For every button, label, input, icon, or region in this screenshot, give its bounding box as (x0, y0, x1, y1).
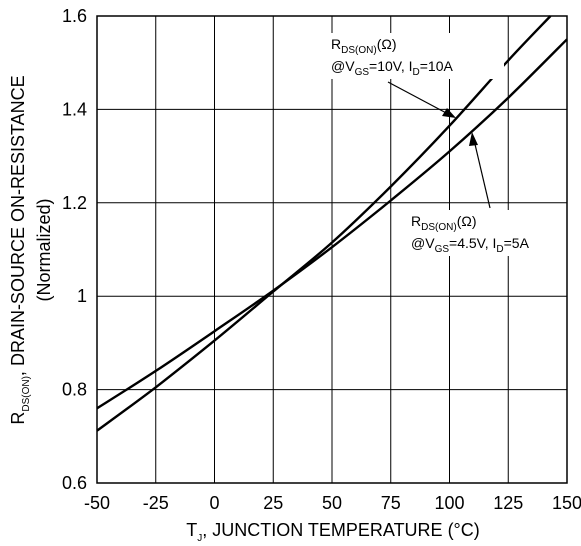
x-tick-label: 0 (209, 493, 219, 513)
annotation-series-1: RDS(ON)(Ω) @VGS=10V, ID=10A (326, 33, 504, 118)
x-axis-title: TJ, JUNCTION TEMPERATURE (°C) (186, 520, 480, 544)
x-tick-labels: -50 -25 0 25 50 75 100 125 150 (84, 493, 581, 513)
x-tick-label: 75 (381, 493, 401, 513)
x-tick-label: -50 (84, 493, 110, 513)
y-tick-label: 1.2 (62, 193, 87, 213)
series-line-2 (96, 38, 568, 410)
x-tick-label: 25 (263, 493, 283, 513)
annotation-series-2: RDS(ON)(Ω) @VGS=4.5V, ID=5A (406, 132, 562, 256)
x-tick-label: 150 (552, 493, 581, 513)
y-tick-label: 1 (77, 286, 87, 306)
series-line-1 (96, 15, 552, 432)
plot-frame (96, 15, 568, 484)
x-tick-label: -25 (143, 493, 169, 513)
x-tick-label: 125 (493, 493, 523, 513)
svg-text:RDS(ON)(Ω): RDS(ON)(Ω) (331, 36, 396, 56)
svg-text:@VGS=10V, ID=10A: @VGS=10V, ID=10A (331, 58, 453, 78)
x-tick-label: 50 (322, 493, 342, 513)
y-axis-subtitle: (Normalized) (34, 198, 54, 301)
y-tick-labels: 0.6 0.8 1 1.2 1.4 1.6 (62, 6, 87, 493)
x-tick-label: 100 (434, 493, 464, 513)
y-tick-label: 1.4 (62, 99, 87, 119)
svg-text:RDS(ON)(Ω): RDS(ON)(Ω) (411, 213, 476, 233)
svg-text:@VGS=4.5V, ID=5A: @VGS=4.5V, ID=5A (411, 235, 530, 255)
series-group (96, 15, 568, 432)
y-tick-label: 0.8 (62, 380, 87, 400)
y-tick-label: 0.6 (62, 473, 87, 493)
y-axis-title: RDS(ON), DRAIN-SOURCE ON-RESISTANCE (8, 75, 32, 424)
y-tick-label: 1.6 (62, 6, 87, 26)
